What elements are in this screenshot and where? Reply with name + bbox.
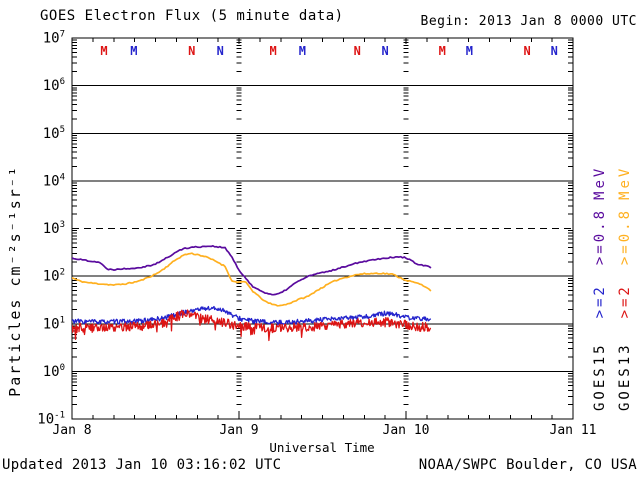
svg-text:M: M <box>100 44 107 58</box>
svg-text:103: 103 <box>43 220 65 237</box>
svg-text:100: 100 <box>43 363 65 380</box>
svg-text:N: N <box>188 44 195 58</box>
legend-goes13-mev: MeV <box>616 165 633 200</box>
svg-text:M: M <box>299 44 306 58</box>
legend-goes15-mev: MeV <box>591 165 608 200</box>
updated-timestamp: Updated 2013 Jan 10 03:16:02 UTC <box>2 457 282 473</box>
legend-column-goes13: GOES13 >=2 >=0.8 MeV <box>616 149 633 411</box>
svg-text:101: 101 <box>43 315 65 332</box>
legend-goes13-e2: >=2 <box>616 284 633 319</box>
credit-text: NOAA/SWPC Boulder, CO USA <box>418 457 637 473</box>
svg-text:M: M <box>130 44 137 58</box>
legend-goes15-e2: >=2 <box>591 284 608 319</box>
legend-goes13-satellite: GOES13 <box>616 342 633 411</box>
svg-text:M: M <box>269 44 276 58</box>
x-tick-jan9: Jan 9 <box>219 423 259 438</box>
x-tick-jan8: Jan 8 <box>52 423 92 438</box>
svg-text:102: 102 <box>43 268 65 285</box>
svg-text:106: 106 <box>43 77 65 94</box>
svg-text:N: N <box>382 44 389 58</box>
x-axis-label: Universal Time <box>269 440 375 455</box>
legend-goes15-satellite: GOES15 <box>591 342 608 411</box>
svg-text:N: N <box>551 44 558 58</box>
svg-text:N: N <box>354 44 361 58</box>
legend-column-goes15: GOES15 >=2 >=0.8 MeV <box>591 149 608 411</box>
y-axis-label: Particles cm⁻²s⁻¹sr⁻¹ <box>6 165 24 397</box>
svg-text:107: 107 <box>43 30 65 47</box>
legend-goes13-e08: >=0.8 <box>616 207 633 266</box>
svg-text:104: 104 <box>43 172 65 189</box>
page-title: GOES Electron Flux (5 minute data) <box>40 8 344 24</box>
svg-text:N: N <box>523 44 530 58</box>
x-tick-jan10: Jan 10 <box>382 423 430 438</box>
svg-text:N: N <box>217 44 224 58</box>
legend-goes15-e08: >=0.8 <box>591 207 608 266</box>
svg-text:M: M <box>439 44 446 58</box>
x-tick-jan11: Jan 11 <box>549 423 597 438</box>
svg-text:105: 105 <box>43 125 65 142</box>
svg-text:M: M <box>466 44 473 58</box>
begin-timestamp: Begin: 2013 Jan 8 0000 UTC <box>420 14 637 29</box>
